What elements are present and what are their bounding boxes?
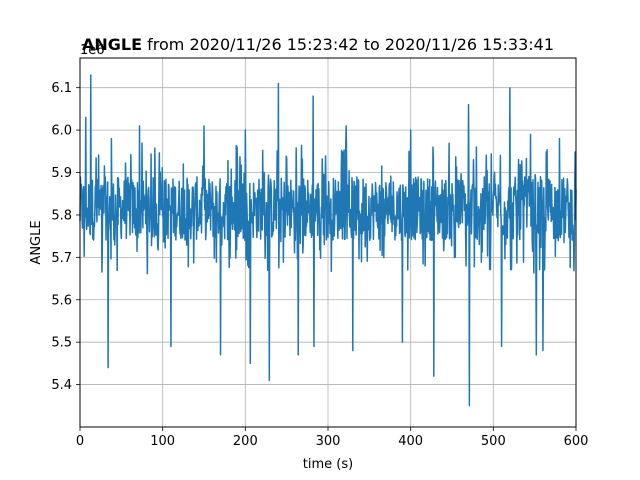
y-axis-offset-label: 1e6 (80, 43, 105, 58)
x-tick-label: 200 (233, 434, 258, 449)
y-tick-label: 5.8 (51, 208, 72, 223)
chart-title: ANGLE from 2020/11/26 15:23:42 to 2020/1… (82, 35, 554, 54)
y-axis-label: ANGLE (29, 220, 44, 264)
x-tick-label: 600 (564, 434, 589, 449)
series-angle (79, 74, 577, 407)
x-tick-label: 100 (150, 434, 175, 449)
x-tick-label: 300 (316, 434, 341, 449)
y-tick-label: 5.6 (51, 293, 72, 308)
x-axis-label: time (s) (303, 457, 353, 472)
axis-ticks: 0 100 200 300 400 500 600 5.4 5.5 5.6 5.7 5.8 5.9 6.0… (51, 81, 588, 449)
x-tick-label: 400 (398, 434, 423, 449)
x-tick-label: 0 (76, 434, 84, 449)
y-tick-label: 5.4 (51, 378, 72, 393)
chart-title-rest: from 2020/11/26 15:23:42 to 2020/11/26 1… (142, 35, 554, 54)
angle-series-line (79, 74, 577, 407)
y-tick-label: 5.5 (51, 336, 72, 351)
y-tick-label: 6.0 (51, 124, 72, 139)
chart-title-bold: ANGLE (82, 35, 142, 54)
y-tick-label: 5.7 (51, 251, 72, 266)
y-tick-label: 5.9 (51, 166, 72, 181)
x-tick-label: 500 (481, 434, 506, 449)
grid-lines (79, 58, 577, 427)
y-tick-label: 6.1 (51, 81, 72, 96)
